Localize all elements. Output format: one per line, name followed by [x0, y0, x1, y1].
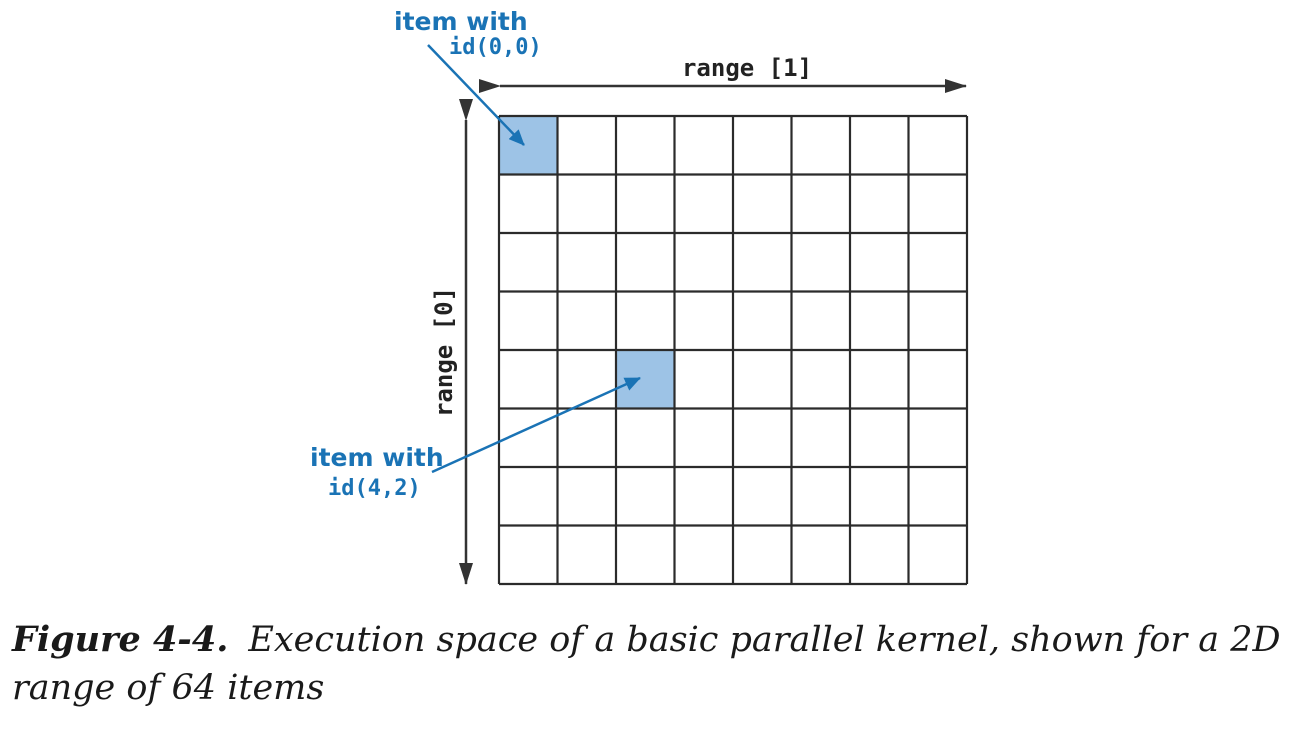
execution-space-diagram: range [1] range [0] item with id(0,0) it… [310, 7, 969, 586]
highlighted-cells [499, 116, 675, 409]
work-item-grid [497, 114, 969, 586]
callout-item-0-0-arrow [427, 44, 525, 146]
callout-item-4-2-line1: item with [310, 443, 444, 472]
range-0-axis: range [0] [430, 99, 473, 585]
callout-item-0-0: item with id(0,0) [394, 7, 542, 146]
callout-item-4-2: item with id(4,2) [310, 376, 641, 501]
figure-label: Figure 4-4. [12, 619, 229, 660]
highlighted-cell-0-0 [499, 116, 558, 175]
callout-item-0-0-line2: id(0,0) [449, 35, 542, 60]
callout-item-4-2-arrow [431, 376, 641, 474]
callout-item-0-0-line1: item with [394, 7, 528, 36]
figure-caption: Figure 4-4. Execution space of a basic pa… [12, 616, 1282, 712]
range-1-label: range [1] [682, 54, 812, 82]
range-1-axis: range [1] [479, 54, 967, 93]
figure-caption-text: Execution space of a basic parallel kern… [12, 620, 1281, 708]
highlighted-cell-4-2 [616, 350, 675, 409]
range-0-label: range [0] [430, 287, 458, 417]
callout-item-4-2-line2: id(4,2) [328, 476, 421, 501]
